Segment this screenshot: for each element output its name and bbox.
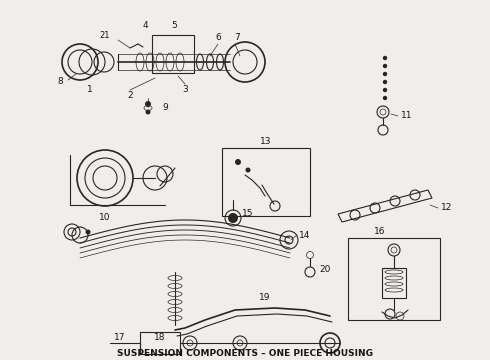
Circle shape	[383, 64, 387, 68]
Text: 7: 7	[234, 33, 240, 42]
Text: 3: 3	[182, 85, 188, 94]
Bar	[152, 35, 194, 73]
Text: 6: 6	[215, 33, 221, 42]
Text: 21: 21	[100, 31, 110, 40]
Text: 20: 20	[319, 266, 331, 274]
Circle shape	[383, 96, 387, 100]
Circle shape	[383, 56, 387, 60]
Text: 5: 5	[171, 22, 177, 31]
Circle shape	[145, 101, 151, 107]
Text: 14: 14	[299, 230, 311, 239]
Text: 11: 11	[401, 112, 413, 121]
Text: 4: 4	[142, 22, 148, 31]
Text: 10: 10	[99, 213, 111, 222]
Text: 8: 8	[57, 77, 63, 86]
Circle shape	[383, 80, 387, 84]
Circle shape	[383, 88, 387, 92]
Bar	[348, 238, 440, 320]
Circle shape	[245, 167, 250, 172]
Bar	[222, 148, 310, 216]
Text: 18: 18	[154, 333, 166, 342]
Text: 17: 17	[114, 333, 126, 342]
Circle shape	[235, 159, 241, 165]
Circle shape	[146, 109, 150, 114]
Circle shape	[228, 213, 238, 223]
Bar	[382, 268, 406, 298]
Text: 19: 19	[259, 293, 271, 302]
Text: 9: 9	[162, 104, 168, 112]
Circle shape	[383, 72, 387, 76]
Text: 2: 2	[127, 90, 133, 99]
Text: 1: 1	[87, 85, 93, 94]
Text: SUSPENSION COMPONENTS – ONE PIECE HOUSING: SUSPENSION COMPONENTS – ONE PIECE HOUSIN…	[117, 350, 373, 359]
Bar	[140, 332, 180, 354]
Circle shape	[85, 230, 91, 234]
Text: 13: 13	[260, 138, 272, 147]
Text: 16: 16	[374, 228, 386, 237]
Text: 12: 12	[441, 203, 453, 212]
Text: 15: 15	[242, 208, 254, 217]
